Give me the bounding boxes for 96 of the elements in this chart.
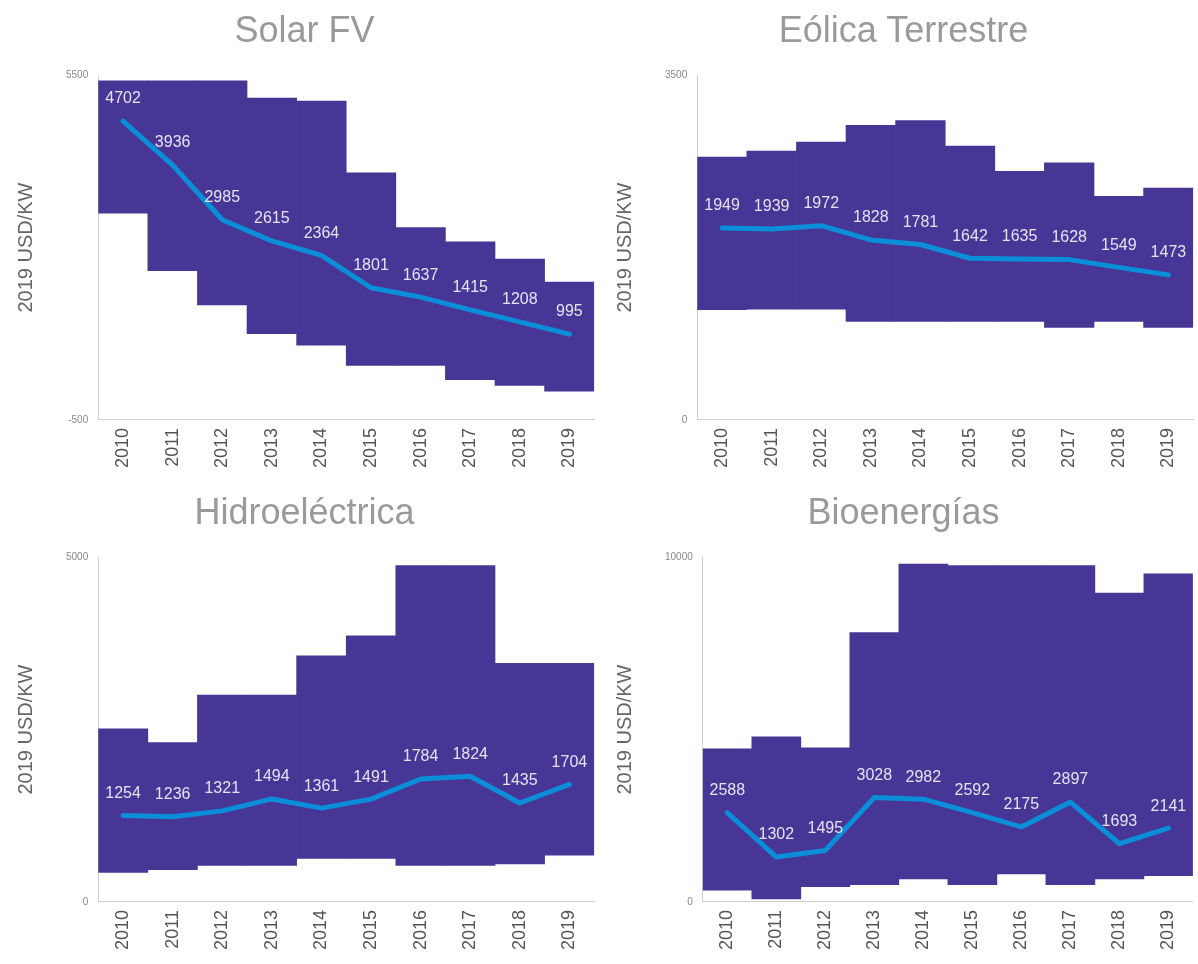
data-label: 1781 (902, 212, 939, 230)
data-label: 2588 (709, 781, 746, 799)
data-label: 1415 (452, 278, 489, 296)
data-label: 1801 (353, 256, 389, 274)
x-tick-label: 2014 (909, 427, 930, 468)
chart-title: Eólica Terrestre (778, 8, 1029, 50)
data-label: 2615 (254, 209, 290, 227)
data-label: 1491 (353, 767, 389, 785)
x-tick-label: 2010 (716, 909, 737, 950)
y-tick-label: 0 (82, 895, 89, 907)
x-tick-label: 2013 (260, 909, 281, 950)
y-tick-label: 10000 (665, 550, 694, 562)
data-label: 1208 (502, 290, 538, 308)
x-tick-label: 2014 (310, 427, 331, 468)
data-label: 2982 (905, 767, 942, 785)
x-tick-label: 2016 (1010, 909, 1031, 950)
x-tick-label: 2012 (211, 909, 232, 950)
y-tick-label: 3500 (665, 68, 688, 80)
x-tick-label: 2014 (912, 909, 933, 950)
data-label: 2897 (1052, 770, 1089, 788)
data-label: 2175 (1003, 795, 1040, 813)
x-tick-label: 2011 (765, 909, 786, 949)
y-tick-label: 0 (687, 895, 694, 907)
x-tick-label: 2018 (508, 427, 529, 468)
x-tick-label: 2011 (161, 427, 182, 467)
data-label: 2592 (954, 781, 991, 798)
x-tick-label: 2011 (161, 909, 182, 949)
x-tick-label: 2018 (1108, 909, 1129, 950)
chart-title: Solar FV (234, 8, 375, 50)
data-label: 1254 (105, 783, 141, 801)
chart-title: Bioenergías (807, 490, 1000, 532)
data-label: 1495 (807, 818, 844, 836)
y-axis-title: 2019 USD/KW (13, 182, 36, 313)
y-tick-label: 5000 (66, 550, 89, 562)
data-label: 1302 (758, 825, 795, 843)
data-label: 1972 (803, 194, 840, 212)
x-tick-label: 2015 (961, 909, 982, 950)
data-label: 2141 (1150, 796, 1187, 814)
data-label: 1361 (303, 776, 340, 794)
data-label: 1824 (452, 744, 489, 762)
data-label: 1628 (1051, 228, 1088, 245)
data-label: 1635 (1001, 227, 1038, 245)
data-label: 1637 (402, 265, 439, 283)
x-tick-label: 2012 (810, 427, 831, 468)
data-label: 1828 (853, 208, 889, 226)
y-tick-label: 5500 (66, 68, 89, 80)
data-label: 2364 (303, 223, 340, 241)
y-axis-title: 2019 USD/KW (612, 664, 635, 795)
data-label: 4702 (105, 89, 141, 107)
x-tick-label: 2018 (1107, 427, 1128, 468)
x-tick-label: 2015 (359, 427, 380, 468)
data-label: 1693 (1101, 812, 1138, 829)
x-tick-label: 2017 (1059, 909, 1080, 950)
data-label: 2985 (204, 188, 241, 206)
y-axis-title: 2019 USD/KW (13, 664, 36, 795)
data-label: 3028 (856, 765, 893, 783)
x-tick-label: 2012 (814, 909, 835, 950)
x-tick-label: 2019 (1157, 909, 1178, 950)
data-label: 1473 (1150, 243, 1187, 261)
x-tick-label: 2019 (558, 427, 579, 468)
x-tick-label: 2017 (459, 427, 480, 468)
x-tick-label: 2015 (359, 909, 380, 950)
data-label: 1784 (402, 747, 439, 765)
data-label: 1236 (154, 785, 191, 803)
data-label: 1494 (254, 767, 290, 785)
data-label: 1435 (502, 771, 538, 789)
x-tick-label: 2017 (1058, 427, 1079, 468)
x-tick-label: 2013 (260, 427, 281, 468)
data-label: 1642 (952, 226, 988, 244)
x-tick-label: 2018 (508, 909, 529, 950)
x-tick-label: 2010 (112, 427, 133, 468)
x-tick-label: 2016 (1008, 427, 1029, 468)
data-label: 995 (556, 302, 583, 320)
data-label: 1939 (753, 197, 790, 215)
x-tick-label: 2016 (409, 427, 430, 468)
x-tick-label: 2019 (558, 909, 579, 950)
y-tick-label: 0 (681, 413, 688, 425)
x-tick-label: 2015 (958, 427, 979, 468)
x-tick-label: 2014 (310, 909, 331, 950)
x-tick-label: 2019 (1157, 427, 1178, 468)
data-label: 1704 (551, 752, 588, 770)
x-tick-label: 2012 (211, 427, 232, 468)
y-axis-title: 2019 USD/KW (612, 182, 635, 313)
x-tick-label: 2013 (859, 427, 880, 468)
x-tick-label: 2010 (112, 909, 133, 950)
data-label: 3936 (154, 133, 191, 151)
x-tick-label: 2011 (760, 427, 781, 467)
chart-title: Hidroeléctrica (194, 490, 416, 532)
x-tick-label: 2013 (863, 909, 884, 950)
data-label: 1949 (704, 196, 740, 214)
x-tick-label: 2010 (711, 427, 732, 468)
x-tick-label: 2017 (459, 909, 480, 950)
y-tick-label: -500 (68, 413, 89, 425)
data-label: 1321 (204, 779, 241, 797)
x-tick-label: 2016 (409, 909, 430, 950)
data-label: 1549 (1101, 235, 1137, 253)
